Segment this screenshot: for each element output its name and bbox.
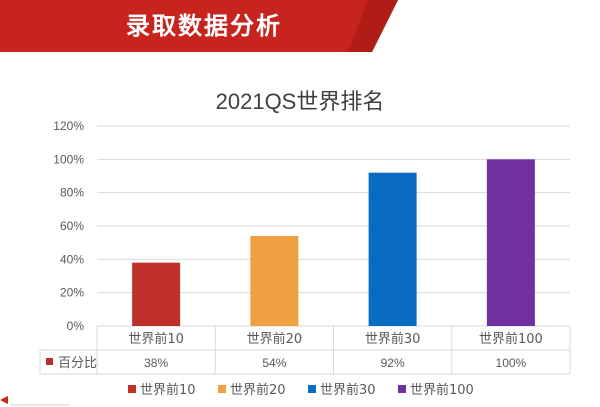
y-tick-label: 80% [60, 186, 84, 200]
footer-decoration [0, 396, 70, 406]
chart-title: 2021QS世界排名 [215, 89, 385, 114]
legend-swatch [308, 385, 316, 393]
bar [250, 236, 299, 326]
legend-label: 世界前10 [140, 382, 196, 398]
legend-swatch [128, 385, 136, 393]
page-title: 录取数据分析 [126, 12, 282, 40]
y-tick-label: 60% [60, 219, 84, 233]
bar [486, 159, 535, 326]
header-banner: 录取数据分析 [0, 0, 600, 52]
data-table-value: 38% [144, 356, 168, 370]
category-label: 世界前30 [365, 331, 421, 347]
table-series-label: 百分比 [58, 356, 97, 371]
y-tick-label: 0% [67, 319, 85, 333]
category-label: 世界前20 [247, 331, 303, 347]
y-tick-label: 20% [60, 286, 84, 300]
y-tick-label: 100% [53, 152, 84, 166]
y-tick-label: 120% [53, 119, 84, 133]
data-table-value: 54% [262, 356, 286, 370]
category-label: 世界前100 [479, 331, 543, 347]
data-table-value: 92% [381, 356, 405, 370]
table-series-key [46, 358, 53, 365]
y-tick-label: 40% [60, 252, 84, 266]
banner-shape [0, 0, 600, 52]
bar [132, 262, 181, 326]
category-label: 世界前10 [128, 331, 184, 347]
legend-label: 世界前100 [410, 382, 474, 398]
legend-label: 世界前20 [230, 382, 286, 398]
bar [368, 172, 417, 326]
legend-swatch [218, 385, 226, 393]
legend-label: 世界前30 [320, 382, 376, 398]
legend-swatch [398, 385, 406, 393]
data-table-value: 100% [496, 356, 527, 370]
